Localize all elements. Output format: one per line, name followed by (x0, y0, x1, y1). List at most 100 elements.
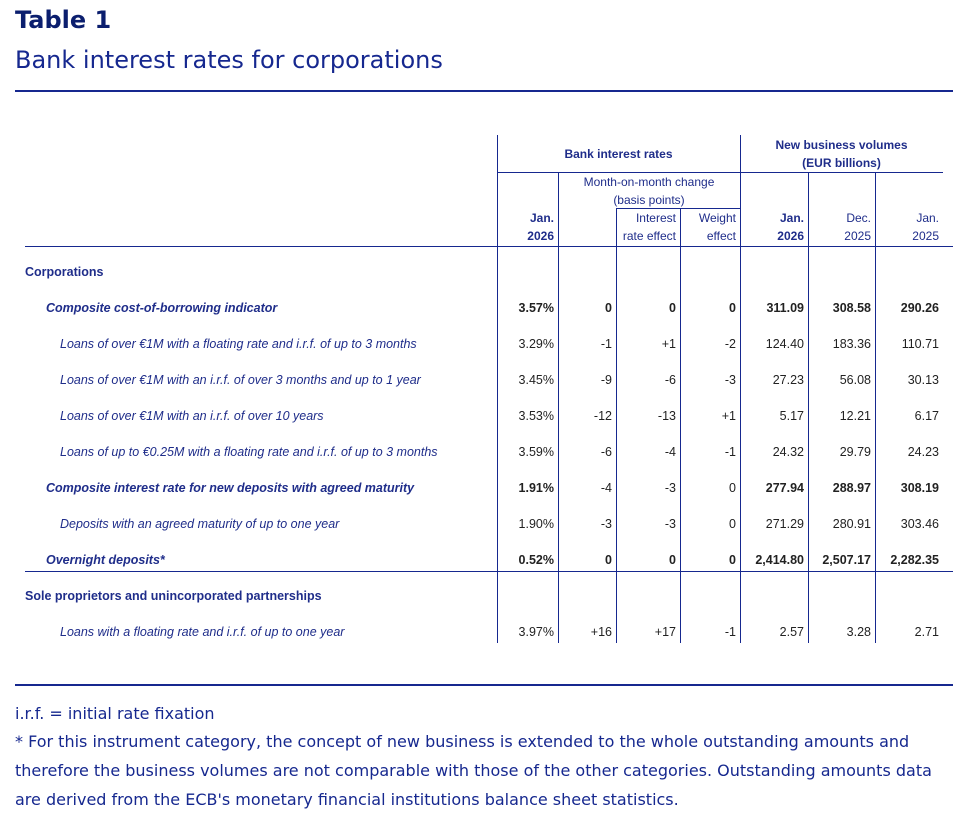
table-cell: 290.26 (900, 301, 939, 315)
table-cell: 0 (669, 553, 676, 567)
column-header: Jan. 2025 (912, 211, 939, 243)
table-cell: 24.32 (772, 445, 804, 459)
table-number: Table 1 (15, 6, 112, 34)
header-divider (497, 172, 943, 173)
row-label: Composite cost-of-borrowing indicator (46, 301, 278, 315)
header-divider (616, 208, 740, 209)
header-bottom-rule (25, 246, 953, 247)
table-cell: -1 (724, 445, 736, 459)
table-cell: 3.57% (518, 301, 554, 315)
footnote: i.r.f. = initial rate fixation (15, 704, 215, 723)
table-cell: -13 (657, 409, 676, 423)
row-label: Overnight deposits* (46, 553, 165, 567)
row-label: Loans of up to €0.25M with a floating ra… (60, 445, 438, 459)
table-cell: +1 (661, 337, 676, 351)
row-label: Loans of over €1M with a floating rate a… (60, 337, 417, 351)
header-volumes: New business volumes (EUR billions) (775, 138, 908, 170)
section-label: Sole proprietors and unincorporated part… (25, 589, 322, 603)
table-cell: -3 (664, 517, 676, 531)
table-cell: 3.28 (846, 625, 871, 639)
table-cell: 12.21 (839, 409, 871, 423)
table-cell: 3.59% (518, 445, 554, 459)
table-cell: 0 (729, 481, 736, 495)
column-divider (558, 172, 559, 643)
table-title: Bank interest rates for corporations (15, 46, 443, 74)
table-cell: 2,282.35 (890, 553, 939, 567)
table-cell: 29.79 (839, 445, 871, 459)
row-label: Loans of over €1M with an i.r.f. of over… (60, 373, 421, 387)
table-cell: 3.29% (518, 337, 554, 351)
table-cell: 3.53% (518, 409, 554, 423)
table-cell: 24.23 (907, 445, 939, 459)
table-cell: -6 (600, 445, 612, 459)
table-cell: 0 (729, 301, 736, 315)
column-header: Interest rate effect (622, 211, 676, 243)
table-cell: 271.29 (765, 517, 804, 531)
table-cell: -1 (600, 337, 612, 351)
table-cell: -3 (600, 517, 612, 531)
table-cell: 56.08 (839, 373, 871, 387)
table-cell: 308.58 (832, 301, 871, 315)
table-cell: -6 (664, 373, 676, 387)
footnote: * For this instrument category, the conc… (15, 732, 932, 809)
table-cell: 6.17 (914, 409, 939, 423)
table-cell: -1 (724, 625, 736, 639)
column-divider (616, 208, 617, 643)
column-header: Weight effect (698, 211, 736, 243)
table-cell: 30.13 (907, 373, 939, 387)
table-cell: 124.40 (765, 337, 804, 351)
table-cell: 5.17 (779, 409, 804, 423)
table-cell: 27.23 (772, 373, 804, 387)
table-cell: 311.09 (766, 301, 804, 315)
row-label: Composite interest rate for new deposits… (46, 481, 415, 495)
column-divider (497, 135, 498, 643)
table-cell: 183.36 (832, 337, 871, 351)
row-label: Loans of over €1M with an i.r.f. of over… (60, 409, 324, 423)
table-cell: 277.94 (765, 481, 804, 495)
table-cell: 0 (605, 301, 612, 315)
table-cell: 288.97 (832, 481, 871, 495)
table-cell: 303.46 (900, 517, 939, 531)
column-divider (740, 135, 741, 643)
column-header: Jan. 2026 (527, 211, 554, 243)
table-cell: 0 (669, 301, 676, 315)
table-cell: +17 (654, 625, 676, 639)
column-divider (680, 208, 681, 643)
table-cell: -12 (593, 409, 612, 423)
table-cell: 0 (729, 517, 736, 531)
footnote-divider (15, 684, 953, 686)
column-divider (808, 172, 809, 643)
column-header: Jan. 2026 (777, 211, 804, 243)
section-divider (25, 571, 953, 572)
table-cell: 308.19 (900, 481, 939, 495)
row-label: Loans with a floating rate and i.r.f. of… (60, 625, 345, 639)
table-cell: 0.52% (518, 553, 554, 567)
column-header: Dec. 2025 (844, 211, 871, 243)
title-divider (15, 90, 953, 92)
table-cell: 1.91% (518, 481, 554, 495)
table-cell: -4 (600, 481, 612, 495)
header-bank-rates: Bank interest rates (564, 147, 673, 161)
table-cell: 0 (605, 553, 612, 567)
header-mom-change: Month-on-month change (basis points) (583, 175, 715, 207)
table-cell: 1.90% (518, 517, 554, 531)
table-cell: 3.97% (518, 625, 554, 639)
column-divider (875, 172, 876, 643)
table-cell: +16 (590, 625, 612, 639)
table-cell: 2.71 (914, 625, 939, 639)
table-cell: 3.45% (518, 373, 554, 387)
table-cell: +1 (721, 409, 736, 423)
section-label: Corporations (25, 265, 104, 279)
table-cell: 0 (729, 553, 736, 567)
table-cell: -9 (600, 373, 612, 387)
table-cell: 110.71 (901, 337, 939, 351)
table-cell: 280.91 (832, 517, 871, 531)
table-cell: 2,414.80 (755, 553, 804, 567)
table-cell: -3 (664, 481, 676, 495)
table-cell: -4 (664, 445, 676, 459)
table-cell: 2.57 (779, 625, 804, 639)
table-cell: 2,507.17 (822, 553, 871, 567)
table-cell: -3 (724, 373, 736, 387)
table-cell: -2 (724, 337, 736, 351)
row-label: Deposits with an agreed maturity of up t… (60, 517, 340, 531)
